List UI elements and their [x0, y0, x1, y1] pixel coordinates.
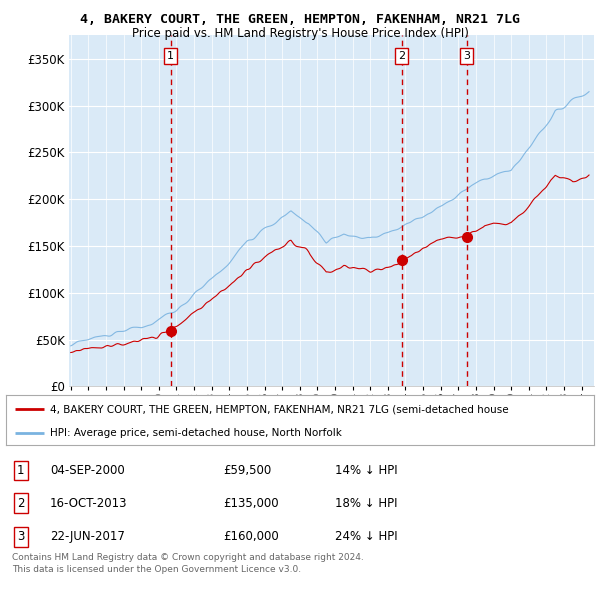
Text: 14% ↓ HPI: 14% ↓ HPI	[335, 464, 398, 477]
Text: 3: 3	[463, 51, 470, 61]
Text: 24% ↓ HPI: 24% ↓ HPI	[335, 530, 398, 543]
Text: 1: 1	[17, 464, 25, 477]
Text: This data is licensed under the Open Government Licence v3.0.: This data is licensed under the Open Gov…	[12, 565, 301, 574]
Text: 4, BAKERY COURT, THE GREEN, HEMPTON, FAKENHAM, NR21 7LG (semi-detached house: 4, BAKERY COURT, THE GREEN, HEMPTON, FAK…	[50, 404, 509, 414]
Text: £59,500: £59,500	[224, 464, 272, 477]
Text: 4, BAKERY COURT, THE GREEN, HEMPTON, FAKENHAM, NR21 7LG: 4, BAKERY COURT, THE GREEN, HEMPTON, FAK…	[80, 13, 520, 26]
Text: Contains HM Land Registry data © Crown copyright and database right 2024.: Contains HM Land Registry data © Crown c…	[12, 553, 364, 562]
Text: Price paid vs. HM Land Registry's House Price Index (HPI): Price paid vs. HM Land Registry's House …	[131, 27, 469, 40]
Text: 2: 2	[398, 51, 406, 61]
Text: £160,000: £160,000	[224, 530, 280, 543]
Text: 3: 3	[17, 530, 25, 543]
Text: 16-OCT-2013: 16-OCT-2013	[50, 497, 128, 510]
Text: 2: 2	[17, 497, 25, 510]
Text: 18% ↓ HPI: 18% ↓ HPI	[335, 497, 398, 510]
Text: 22-JUN-2017: 22-JUN-2017	[50, 530, 125, 543]
Text: £135,000: £135,000	[224, 497, 279, 510]
Text: 1: 1	[167, 51, 174, 61]
Text: HPI: Average price, semi-detached house, North Norfolk: HPI: Average price, semi-detached house,…	[50, 428, 342, 438]
Text: 04-SEP-2000: 04-SEP-2000	[50, 464, 125, 477]
